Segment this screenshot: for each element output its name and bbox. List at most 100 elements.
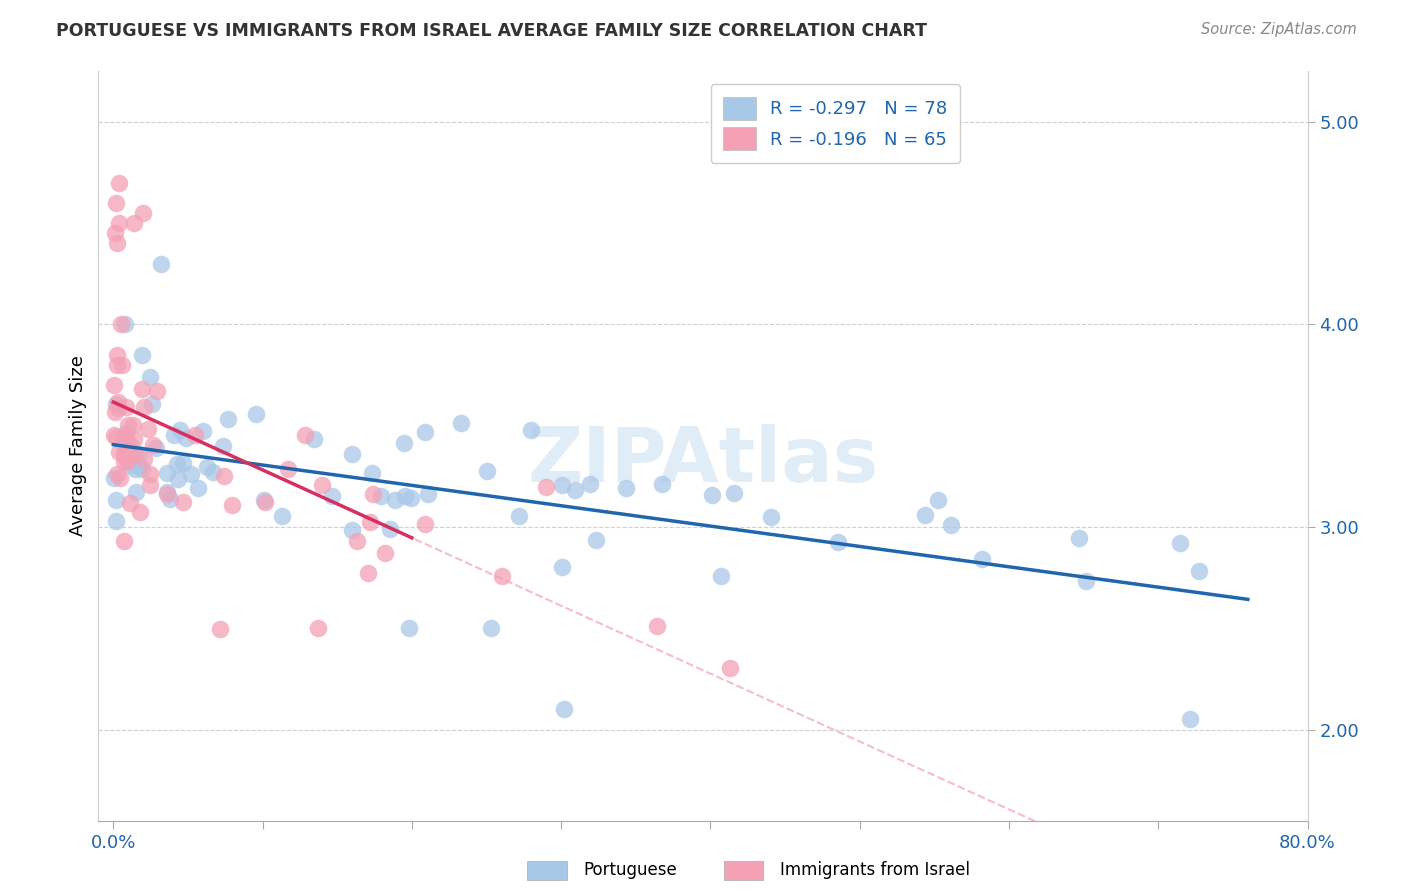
Point	[115, 454, 138, 468]
Point	[294, 427, 316, 442]
Point	[614, 481, 637, 495]
Point	[359, 515, 381, 529]
Point	[108, 445, 131, 459]
Point	[156, 467, 179, 481]
Point	[122, 418, 145, 433]
Point	[105, 196, 128, 211]
Point	[118, 438, 141, 452]
Point	[138, 370, 160, 384]
Point	[1178, 712, 1201, 726]
Point	[416, 487, 439, 501]
Point	[398, 621, 420, 635]
Point	[105, 492, 128, 507]
Point	[132, 206, 155, 220]
Point	[212, 468, 235, 483]
Point	[827, 535, 849, 549]
Point	[191, 425, 214, 439]
Point	[1188, 564, 1211, 578]
Text: Source: ZipAtlas.com: Source: ZipAtlas.com	[1201, 22, 1357, 37]
Point	[450, 416, 472, 430]
Point	[761, 510, 783, 524]
Point	[340, 523, 363, 537]
Point	[117, 418, 139, 433]
Point	[103, 471, 125, 485]
Point	[939, 518, 962, 533]
Point	[118, 496, 141, 510]
Point	[108, 471, 131, 485]
Y-axis label: Average Family Size: Average Family Size	[69, 356, 87, 536]
Point	[551, 478, 574, 492]
Point	[321, 489, 343, 503]
Point	[1168, 535, 1191, 549]
Point	[361, 467, 384, 481]
Point	[166, 457, 188, 471]
Point	[120, 458, 142, 472]
Point	[131, 382, 153, 396]
Point	[120, 443, 142, 458]
Point	[139, 478, 162, 492]
Point	[108, 176, 131, 190]
Point	[115, 426, 138, 441]
Text: ZIPAtlas: ZIPAtlas	[527, 424, 879, 498]
Point	[551, 559, 574, 574]
Point	[103, 428, 125, 442]
Point	[125, 484, 148, 499]
Point	[413, 517, 436, 532]
Point	[927, 493, 949, 508]
Point	[122, 432, 145, 446]
Point	[311, 478, 333, 492]
Point	[475, 464, 498, 478]
Point	[112, 430, 135, 444]
Point	[155, 485, 177, 500]
Point	[221, 498, 243, 512]
Point	[112, 533, 135, 548]
Point	[361, 486, 384, 500]
Point	[914, 508, 936, 522]
Point	[167, 472, 190, 486]
Point	[124, 216, 146, 230]
Point	[392, 436, 415, 450]
Point	[723, 485, 745, 500]
Point	[307, 621, 329, 635]
Point	[645, 619, 668, 633]
Point	[112, 455, 135, 469]
Point	[159, 492, 181, 507]
Point	[302, 432, 325, 446]
Point	[245, 407, 267, 421]
Point	[145, 441, 167, 455]
Point	[142, 438, 165, 452]
Point	[651, 476, 673, 491]
Point	[172, 494, 194, 508]
Point	[520, 423, 543, 437]
Point	[564, 483, 586, 498]
Point	[578, 476, 600, 491]
Point	[136, 422, 159, 436]
Point	[202, 465, 225, 479]
Text: PORTUGUESE VS IMMIGRANTS FROM ISRAEL AVERAGE FAMILY SIZE CORRELATION CHART: PORTUGUESE VS IMMIGRANTS FROM ISRAEL AVE…	[56, 22, 927, 40]
Point	[479, 621, 502, 635]
Point	[104, 227, 127, 241]
Point	[710, 569, 733, 583]
Point	[104, 404, 127, 418]
Point	[184, 428, 207, 442]
Point	[972, 551, 994, 566]
Text: Immigrants from Israel: Immigrants from Israel	[780, 861, 970, 879]
Point	[340, 447, 363, 461]
Point	[111, 358, 134, 372]
Point	[378, 522, 401, 536]
Point	[105, 348, 128, 362]
Point	[370, 490, 392, 504]
Point	[132, 400, 155, 414]
Point	[139, 467, 162, 482]
Point	[122, 448, 145, 462]
Point	[128, 459, 150, 474]
Point	[399, 491, 422, 505]
Point	[384, 493, 406, 508]
Point	[271, 508, 294, 523]
Point	[103, 377, 125, 392]
Point	[145, 384, 167, 399]
Point	[115, 432, 138, 446]
Point	[129, 504, 152, 518]
Point	[156, 487, 179, 501]
Point	[132, 452, 155, 467]
